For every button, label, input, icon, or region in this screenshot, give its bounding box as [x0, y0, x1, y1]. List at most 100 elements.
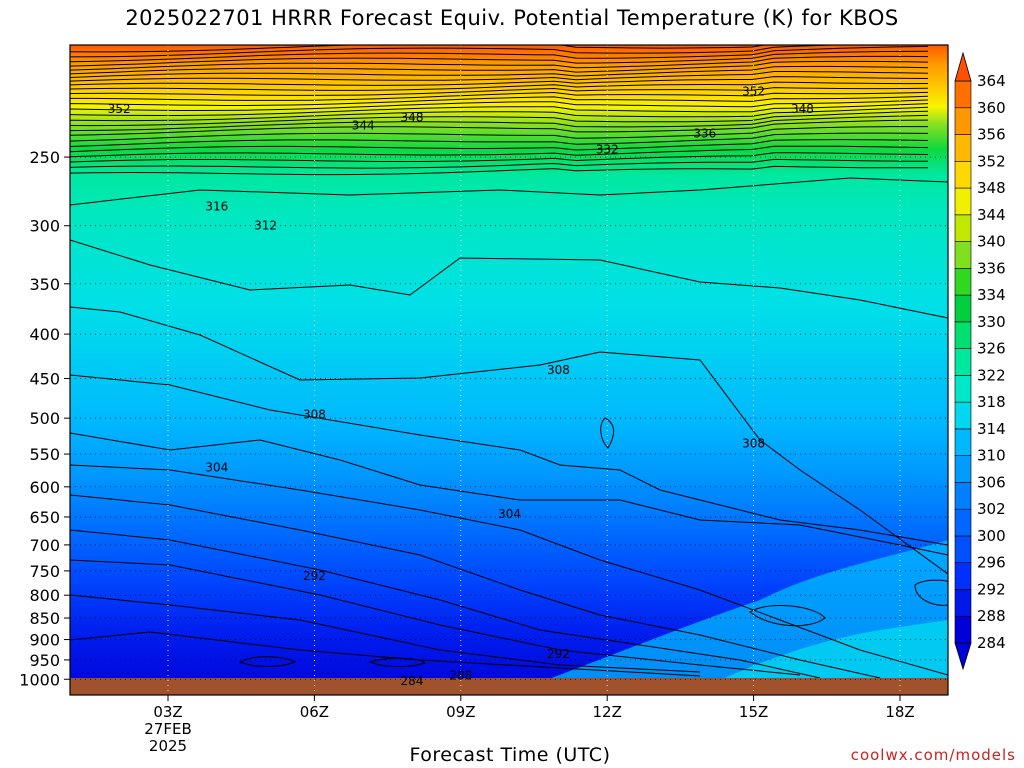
contour-line: [70, 432, 948, 556]
contour-line: [70, 594, 701, 673]
contour-closed-cell: [368, 657, 426, 668]
warm-intrusion-core: [700, 620, 948, 690]
colorbar-segment: [954, 615, 972, 644]
contour-line: [70, 177, 948, 206]
colorbar-tick-label: 310: [977, 447, 1006, 465]
contour-line: [70, 165, 929, 176]
colorbar-tick-label: 356: [977, 126, 1006, 144]
contour-label: 308: [547, 363, 570, 377]
contour-line: [70, 139, 929, 153]
colorbar-segment: [954, 535, 972, 564]
contour-line: [70, 45, 768, 53]
contour-line: [70, 114, 929, 132]
credit-link[interactable]: coolwx.com/models: [850, 746, 1016, 764]
colorbar-tick-label: 284: [977, 634, 1006, 652]
contour-line: [70, 145, 929, 158]
contour-label: 308: [303, 407, 326, 421]
contour-label: 344: [352, 119, 375, 133]
chart-title: 2025022701 HRRR Forecast Equiv. Potentia…: [125, 6, 899, 30]
colorbar-segment: [954, 589, 972, 617]
contour-label: 336: [693, 127, 716, 141]
colorbar-segment: [954, 375, 972, 403]
grid-lines: [70, 45, 948, 695]
y-tick-label: 250: [29, 148, 60, 167]
contour-line: [70, 119, 929, 136]
contour-label: 284: [401, 674, 424, 688]
contour-line: [70, 158, 929, 169]
contour-label: 304: [205, 461, 228, 475]
contour-line: [70, 110, 929, 127]
colorbar-segment: [954, 241, 972, 269]
colorbar-tick-label: 352: [977, 152, 1006, 170]
colorbar-tick-label: 348: [977, 179, 1006, 197]
colorbar-tick-label: 364: [977, 72, 1006, 90]
contour-label: 352: [108, 102, 131, 116]
plot-frame: [69, 44, 949, 696]
contour-closed-cell: [238, 656, 297, 667]
contour-line: [70, 87, 929, 96]
colorbar-tick-label: 322: [977, 366, 1006, 384]
contour-closed-cell: [914, 579, 948, 606]
colorbar-max-arrow: [954, 51, 972, 82]
contour-line: [70, 152, 929, 163]
colorbar-segment: [954, 455, 972, 483]
colorbar-tick-label: 340: [977, 233, 1006, 251]
colorbar-tick-label: 314: [977, 420, 1006, 438]
contour-line: [70, 71, 929, 82]
contour-closed-cell: [600, 417, 615, 449]
colorbar-tick-label: 318: [977, 393, 1006, 411]
contour-line: [70, 494, 881, 679]
contour-line: [70, 81, 929, 91]
colorbar-segment: [954, 214, 972, 242]
contour-line: [70, 374, 948, 546]
x-date-label: 27FEB: [144, 720, 191, 738]
colorbar-segment: [954, 80, 972, 109]
contour-line: [70, 631, 701, 677]
y-tick-label: 700: [29, 536, 60, 555]
y-tick-label: 900: [29, 631, 60, 650]
contour-line: [70, 76, 929, 86]
colorbar-tick-label: 330: [977, 313, 1006, 331]
contour-line: [70, 106, 929, 122]
x-tick-label: 15Z: [739, 703, 768, 721]
colorbar-segment: [954, 294, 972, 323]
y-tick-label: 1000: [19, 670, 60, 689]
x-tick-label: 03Z: [153, 703, 182, 721]
colorbar-segment: [954, 562, 972, 590]
y-tick-label: 650: [29, 508, 60, 527]
colorbar-tick-label: 306: [977, 473, 1006, 491]
contour-line: [70, 60, 929, 75]
y-tick-label: 950: [29, 651, 60, 670]
contour-line: [70, 126, 928, 142]
colorbar-segment: [954, 428, 972, 456]
contour-line: [70, 45, 843, 58]
contour-line: [70, 45, 929, 63]
contour-line: [70, 239, 948, 319]
contour-label: 292: [303, 569, 326, 583]
colorbar-min-arrow: [954, 642, 972, 671]
colorbar-tick-label: 296: [977, 554, 1006, 572]
contour-line: [70, 132, 929, 147]
contour-label: 288: [449, 668, 472, 682]
y-tick-label: 350: [29, 275, 60, 294]
colorbar-tick-label: 334: [977, 286, 1006, 304]
colorbar-segment: [954, 160, 972, 189]
contour-label: 352: [742, 84, 765, 98]
y-tick-label: 300: [29, 217, 60, 236]
colorbar-tick-label: 344: [977, 206, 1006, 224]
contour-label: 316: [205, 199, 228, 213]
colorbar-segment: [954, 482, 972, 510]
colorbar-tick-label: 292: [977, 580, 1006, 598]
y-tick-label: 800: [29, 586, 60, 605]
contour-line: [70, 306, 948, 575]
terrain-ground: [70, 678, 948, 695]
contour-line: [70, 55, 929, 71]
plot-area: [70, 45, 948, 695]
contour-label: 308: [742, 437, 765, 451]
y-axis: 250 300 350 400 450 500 550 600 650 700 750 800 850 9…: [19, 148, 70, 689]
contour-labels: 352 344 348 352 348 336 332 316 312 308 308 308 304 3…: [108, 84, 814, 688]
contour-line: [70, 95, 929, 106]
contour-label: 332: [596, 142, 619, 156]
y-tick-label: 600: [29, 478, 60, 497]
